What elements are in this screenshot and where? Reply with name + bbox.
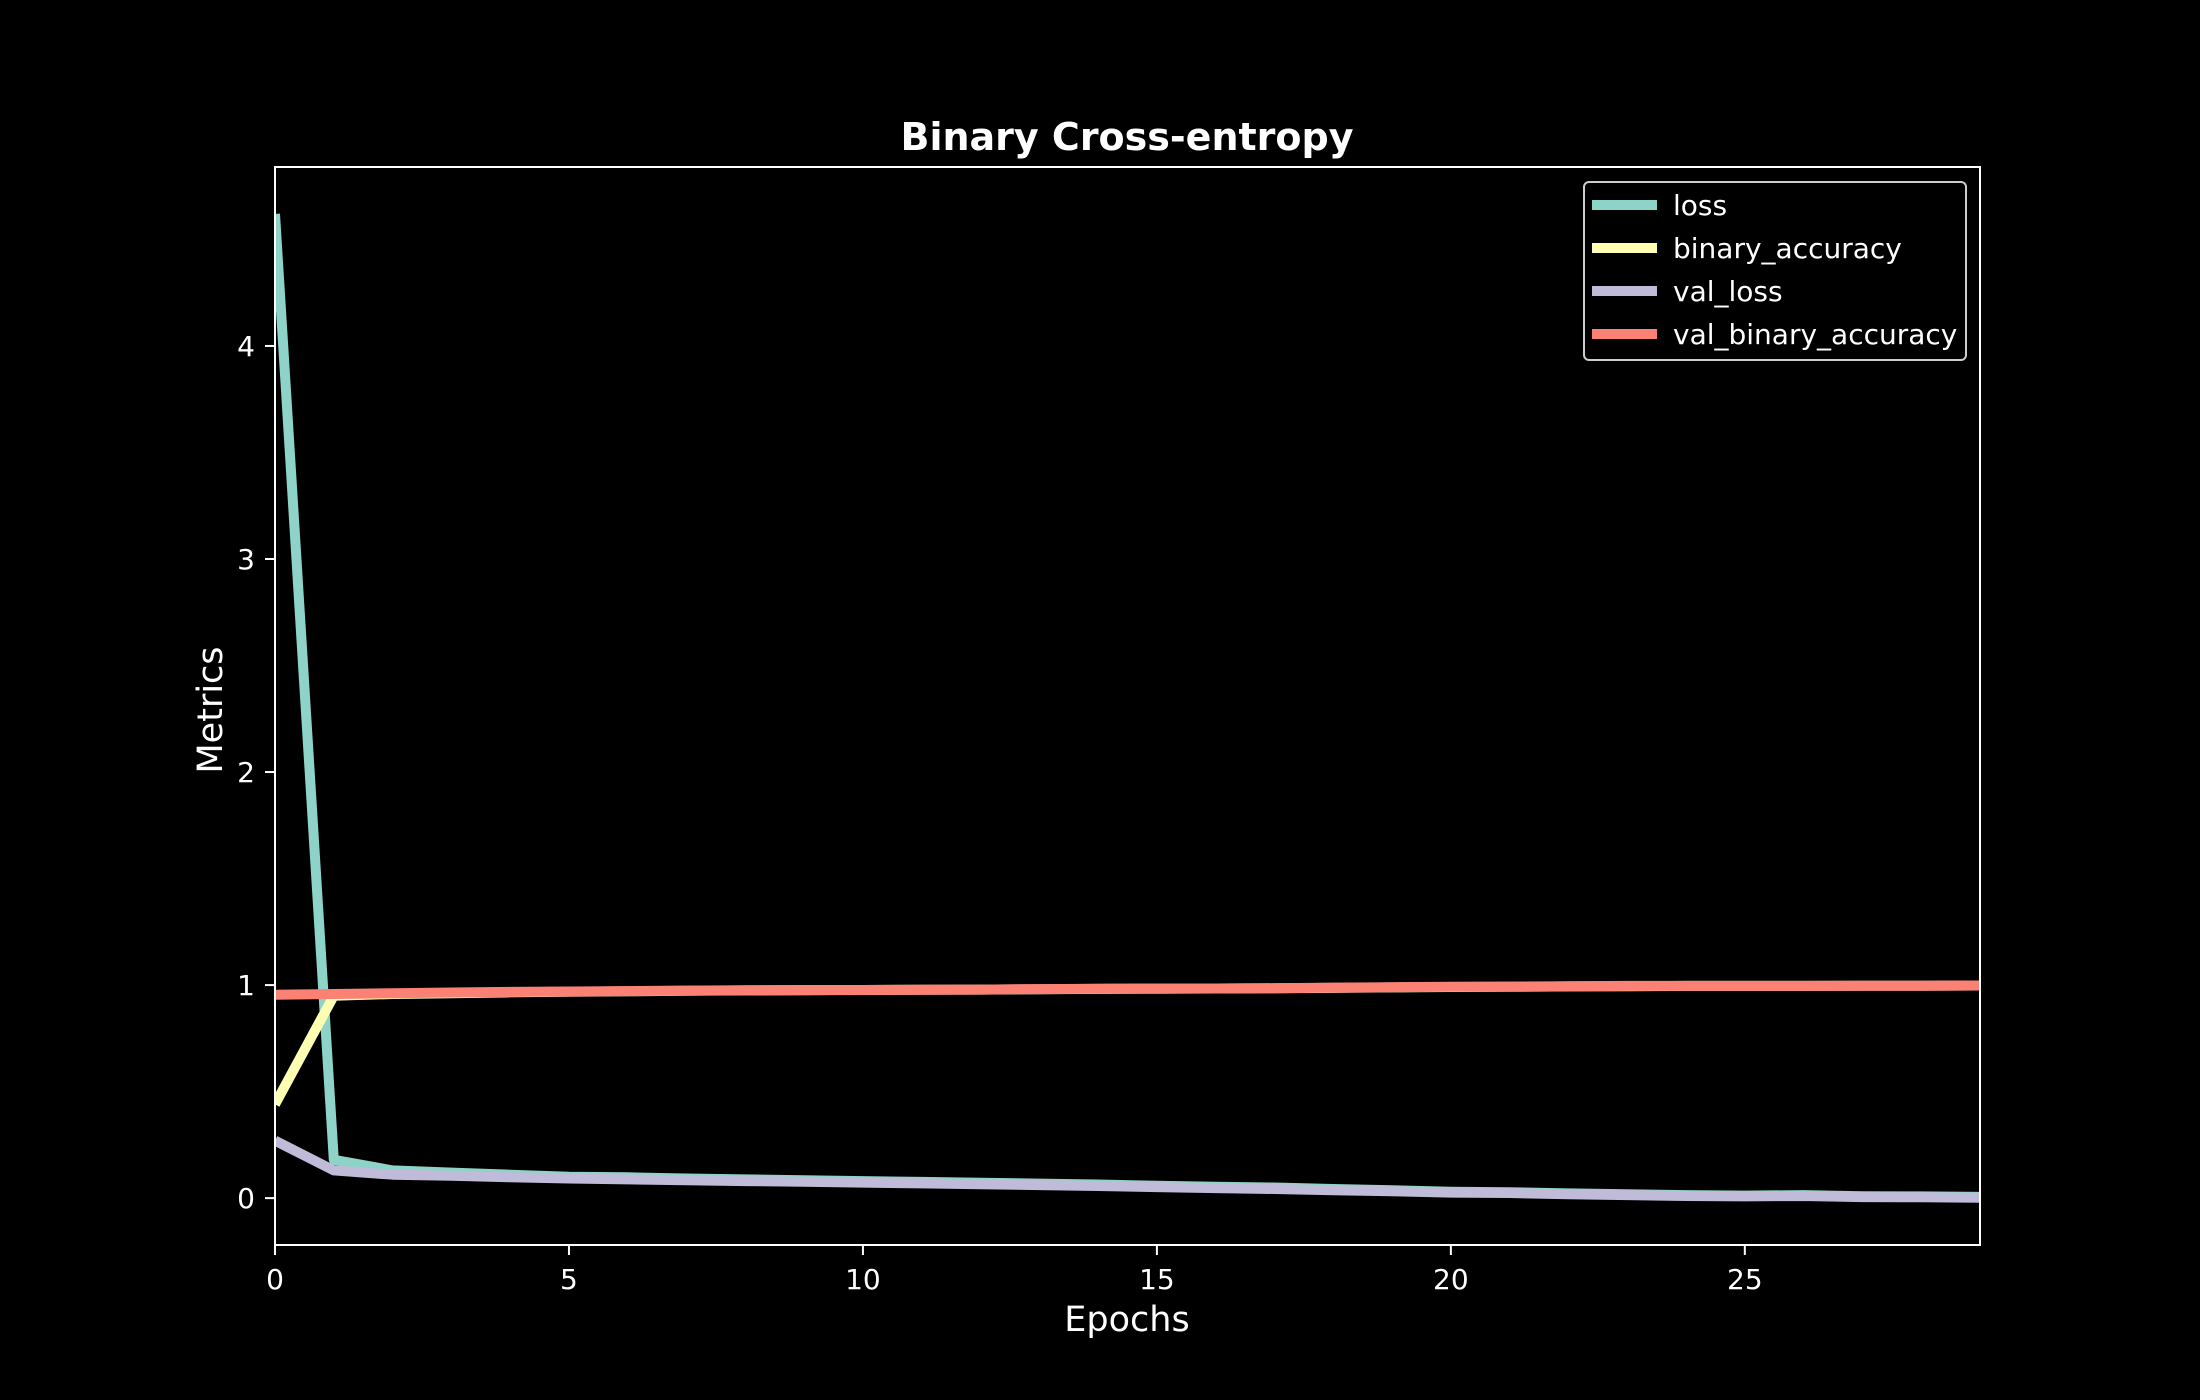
y-tick-label: 0 bbox=[237, 1182, 255, 1215]
y-axis-label: Metrics bbox=[191, 646, 231, 773]
x-axis-label: Epochs bbox=[1064, 1300, 1189, 1340]
legend: loss binary_accuracy val_loss val_binary_ac… bbox=[1583, 181, 1967, 361]
x-tick-label: 20 bbox=[1433, 1263, 1469, 1296]
series-lines bbox=[275, 213, 1980, 1203]
series-line-val-loss bbox=[275, 1136, 1980, 1203]
axes-frame bbox=[274, 166, 1981, 1246]
x-tick-label: 15 bbox=[1139, 1263, 1175, 1296]
y-tick-label: 1 bbox=[237, 969, 255, 1002]
y-tick-label: 3 bbox=[237, 543, 255, 576]
plot-area: 0 5 10 15 20 25 0 1 2 3 4 bbox=[237, 166, 1981, 1296]
legend-label: val_binary_accuracy bbox=[1673, 318, 1957, 351]
x-tick-label: 25 bbox=[1727, 1263, 1763, 1296]
chart-title: Binary Cross-entropy bbox=[901, 115, 1354, 159]
legend-box bbox=[1583, 181, 1967, 361]
series-line-val-binary-accuracy bbox=[275, 980, 1980, 1000]
x-tick-label: 5 bbox=[560, 1263, 578, 1296]
x-tick-label: 10 bbox=[845, 1263, 881, 1296]
y-tick-label: 2 bbox=[237, 756, 255, 789]
legend-label: val_loss bbox=[1673, 275, 1783, 308]
legend-label: loss bbox=[1673, 189, 1727, 222]
x-tick-label: 0 bbox=[266, 1263, 284, 1296]
legend-label: binary_accuracy bbox=[1673, 232, 1902, 265]
y-tick-label: 4 bbox=[237, 330, 255, 363]
